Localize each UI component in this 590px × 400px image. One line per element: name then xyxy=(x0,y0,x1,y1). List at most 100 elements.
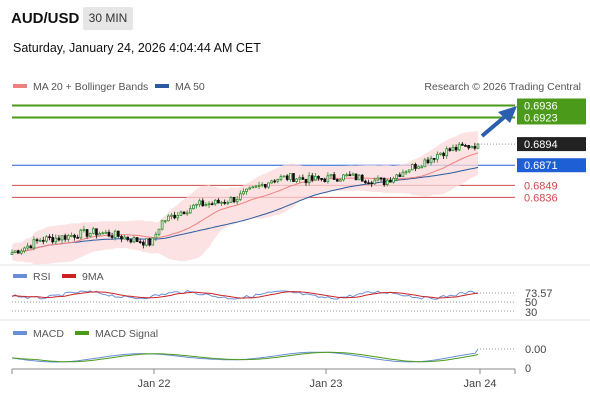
candle-body xyxy=(82,229,86,231)
candle-body xyxy=(326,175,330,182)
candle-body xyxy=(220,201,223,204)
legend-ma20: MA 20 + Bollinger Bands xyxy=(33,81,148,93)
candle-body xyxy=(98,233,101,236)
candle-body xyxy=(317,175,320,179)
candle-body xyxy=(279,176,283,180)
candle-body xyxy=(201,200,205,207)
candle-body xyxy=(360,174,364,182)
candle-body xyxy=(414,163,417,169)
candle-body xyxy=(314,175,317,181)
candle-body xyxy=(385,179,389,185)
candle-body xyxy=(113,230,117,238)
candle-body xyxy=(223,201,227,204)
candle-body xyxy=(320,177,323,180)
candle-body xyxy=(29,245,33,249)
level-tag-bg-0.6923 xyxy=(517,110,586,125)
candle-body xyxy=(10,252,14,255)
candle-body xyxy=(439,152,442,155)
candle-body xyxy=(298,177,302,180)
level-tag-bg-0.6894 xyxy=(517,137,586,152)
legend-swatch-ma20 xyxy=(13,84,27,88)
candle-body xyxy=(410,163,414,171)
level-tag-0.6894: 0.6894 xyxy=(524,139,558,151)
candle-body xyxy=(342,174,345,181)
candle-body xyxy=(63,235,67,240)
x-tick-jan24: Jan 24 xyxy=(463,378,496,390)
candles xyxy=(10,141,480,255)
candle-body xyxy=(295,178,298,182)
bollinger-bands xyxy=(12,131,478,265)
candle-body xyxy=(73,234,76,238)
candle-body xyxy=(101,232,105,235)
candle-body xyxy=(51,236,54,243)
timeframe-badge[interactable]: 30 MIN xyxy=(83,7,133,30)
candle-body xyxy=(245,188,248,192)
candle-body xyxy=(170,214,173,217)
rsi-panel: RSI 9MA 73.57 50 30 xyxy=(11,271,553,319)
candle-body xyxy=(445,148,449,157)
candle-body xyxy=(273,180,277,183)
candle-body xyxy=(195,203,198,206)
candle-body xyxy=(398,174,402,177)
candle-body xyxy=(335,179,339,182)
candle-body xyxy=(357,174,361,181)
candle-body xyxy=(323,178,327,182)
candle-body xyxy=(254,185,258,188)
candle-body xyxy=(32,239,36,249)
candle-body xyxy=(160,220,164,230)
candle-body xyxy=(379,177,383,180)
rsi-last-value: 73.57 xyxy=(525,288,553,300)
legend-macd-signal: MACD Signal xyxy=(95,328,158,340)
candle-body xyxy=(436,153,439,160)
candle-body xyxy=(226,202,230,204)
candle-body xyxy=(176,215,180,219)
candle-body xyxy=(270,180,273,184)
candle-body xyxy=(157,228,161,235)
arrow-head xyxy=(498,106,517,123)
candle-body xyxy=(45,236,48,242)
candle-body xyxy=(263,183,267,188)
legend-swatch-rsi xyxy=(13,274,27,278)
candle-body xyxy=(213,199,217,205)
candle-body xyxy=(351,173,355,176)
candle-body xyxy=(423,159,427,168)
candle-body xyxy=(376,177,380,181)
candle-body xyxy=(76,236,80,239)
candle-body xyxy=(54,237,58,243)
candle-body xyxy=(198,200,201,205)
macd-zero-label: 0 xyxy=(525,363,531,375)
candle-body xyxy=(16,250,20,254)
candle-body xyxy=(470,146,474,149)
candle-body xyxy=(151,237,155,246)
candle-body xyxy=(167,215,170,222)
level-tag-0.6849: 0.6849 xyxy=(524,180,558,192)
candle-body xyxy=(329,174,333,177)
candle-body xyxy=(332,174,336,180)
candle-body xyxy=(432,157,436,160)
candle-body xyxy=(404,171,408,174)
candle-body xyxy=(348,174,352,177)
candle-body xyxy=(304,178,308,184)
symbol-title: AUD/USD xyxy=(11,10,80,27)
candle-body xyxy=(373,179,377,185)
forecast-arrow xyxy=(480,106,517,138)
candle-body xyxy=(364,180,367,184)
candle-body xyxy=(307,175,311,184)
legend-swatch-macd xyxy=(13,331,27,335)
candle-body xyxy=(276,178,280,182)
x-axis: Jan 22 Jan 23 Jan 24 xyxy=(11,368,516,390)
candle-body xyxy=(392,177,395,183)
candle-body xyxy=(442,152,445,157)
candle-body xyxy=(267,182,270,188)
candle-body xyxy=(367,182,370,185)
main-legend: MA 20 + Bollinger Bands MA 50 Research ©… xyxy=(13,81,581,93)
candle-body xyxy=(179,211,183,216)
legend-swatch-macd-signal xyxy=(75,331,89,335)
candle-body xyxy=(129,239,133,243)
candle-body xyxy=(120,236,123,240)
candle-body xyxy=(426,159,430,164)
candle-body xyxy=(407,169,411,173)
legend-ma50: MA 50 xyxy=(175,81,205,93)
bollinger-band-area xyxy=(12,131,478,265)
